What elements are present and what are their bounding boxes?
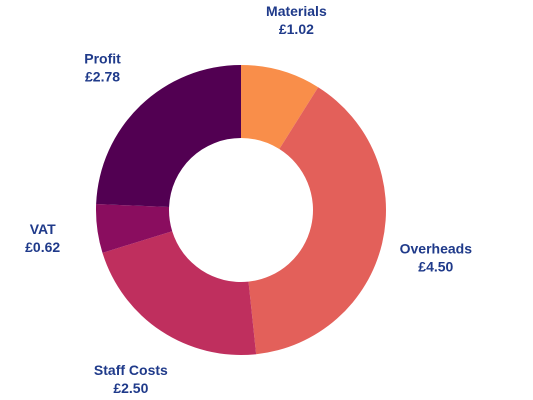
slices-group (96, 65, 387, 356)
slice-label-profit: Profit £2.78 (84, 51, 121, 85)
slice-overheads (248, 87, 387, 355)
slice-label-value: £2.50 (113, 380, 148, 396)
slice-label-value: £4.50 (418, 258, 453, 274)
slice-vat (96, 204, 173, 253)
slice-label-vat: VAT £0.62 (25, 221, 60, 255)
slice-label-overheads: Overheads £4.50 (400, 240, 473, 274)
slice-label-name: VAT (30, 221, 56, 237)
slice-label-staff-costs: Staff Costs £2.50 (94, 362, 168, 396)
slice-materials (241, 65, 319, 150)
slice-label-value: £0.62 (25, 239, 60, 255)
slice-label-name: Staff Costs (94, 362, 168, 378)
slice-label-name: Materials (266, 3, 327, 19)
slice-label-name: Overheads (400, 240, 473, 256)
slice-label-name: Profit (84, 51, 121, 67)
slice-label-value: £2.78 (85, 69, 120, 85)
slice-label-value: £1.02 (279, 21, 314, 37)
labels-group: Materials £1.02 Overheads £4.50 Staff Costs £… (25, 3, 472, 396)
slice-profit (96, 65, 241, 208)
slice-label-materials: Materials £1.02 (266, 3, 327, 37)
slice-staff-costs (102, 231, 257, 356)
